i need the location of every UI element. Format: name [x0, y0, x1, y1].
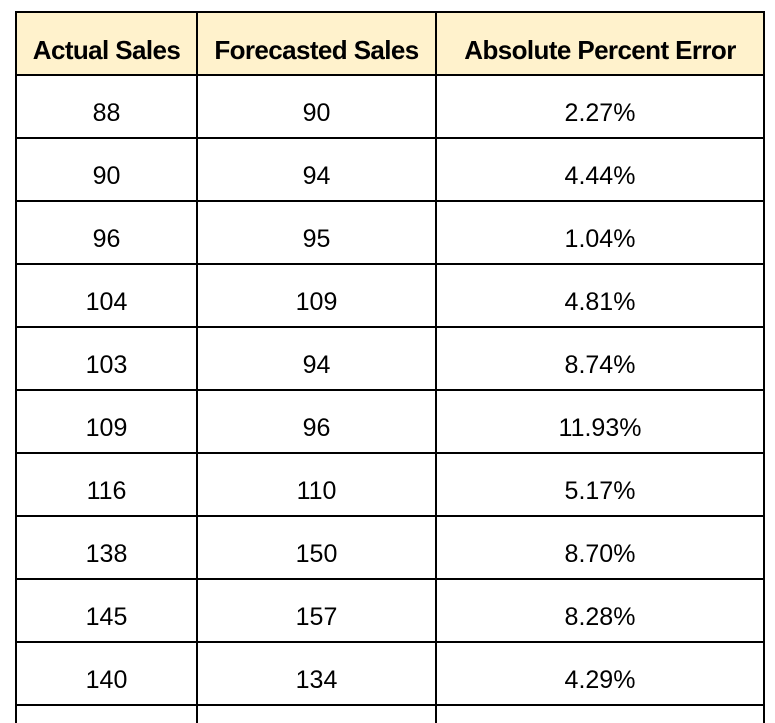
header-forecasted-sales: Forecasted Sales [196, 11, 437, 76]
cell-ape: 5.17% [435, 452, 765, 517]
cell-ape: 4.81% [435, 263, 765, 328]
header-actual-sales: Actual Sales [15, 11, 198, 76]
table-row: 145 157 8.28% [15, 578, 765, 643]
cell-forecasted: 95 [196, 200, 437, 265]
cell-forecasted: 157 [196, 578, 437, 643]
cell-actual: 116 [15, 452, 198, 517]
cell-forecasted: 165 [196, 704, 437, 723]
cell-ape: 8.28% [435, 578, 765, 643]
cell-forecasted: 96 [196, 389, 437, 454]
table-row: 167 165 1.20% [15, 704, 765, 723]
cell-ape: 11.93% [435, 389, 765, 454]
sales-forecast-table: Actual Sales Forecasted Sales Absolute P… [15, 11, 765, 723]
table-row: 116 110 5.17% [15, 452, 765, 517]
cell-forecasted: 110 [196, 452, 437, 517]
cell-actual: 138 [15, 515, 198, 580]
cell-forecasted: 134 [196, 641, 437, 706]
cell-forecasted: 150 [196, 515, 437, 580]
cell-actual: 109 [15, 389, 198, 454]
cell-actual: 104 [15, 263, 198, 328]
cell-actual: 167 [15, 704, 198, 723]
cell-ape: 4.44% [435, 137, 765, 202]
cell-actual: 90 [15, 137, 198, 202]
table-row: 96 95 1.04% [15, 200, 765, 265]
cell-ape: 8.70% [435, 515, 765, 580]
cell-forecasted: 109 [196, 263, 437, 328]
table-row: 138 150 8.70% [15, 515, 765, 580]
cell-ape: 1.04% [435, 200, 765, 265]
cell-actual: 103 [15, 326, 198, 391]
cell-ape: 1.20% [435, 704, 765, 723]
cell-actual: 88 [15, 74, 198, 139]
table-row: 88 90 2.27% [15, 74, 765, 139]
table-row: 103 94 8.74% [15, 326, 765, 391]
cell-actual: 140 [15, 641, 198, 706]
table-row: 109 96 11.93% [15, 389, 765, 454]
cell-forecasted: 94 [196, 326, 437, 391]
table-row: 140 134 4.29% [15, 641, 765, 706]
cell-ape: 4.29% [435, 641, 765, 706]
cell-ape: 8.74% [435, 326, 765, 391]
header-row: Actual Sales Forecasted Sales Absolute P… [15, 11, 765, 76]
cell-forecasted: 90 [196, 74, 437, 139]
cell-actual: 96 [15, 200, 198, 265]
cell-forecasted: 94 [196, 137, 437, 202]
table-row: 90 94 4.44% [15, 137, 765, 202]
cell-actual: 145 [15, 578, 198, 643]
table-row: 104 109 4.81% [15, 263, 765, 328]
header-absolute-percent-error: Absolute Percent Error [435, 11, 765, 76]
cell-ape: 2.27% [435, 74, 765, 139]
